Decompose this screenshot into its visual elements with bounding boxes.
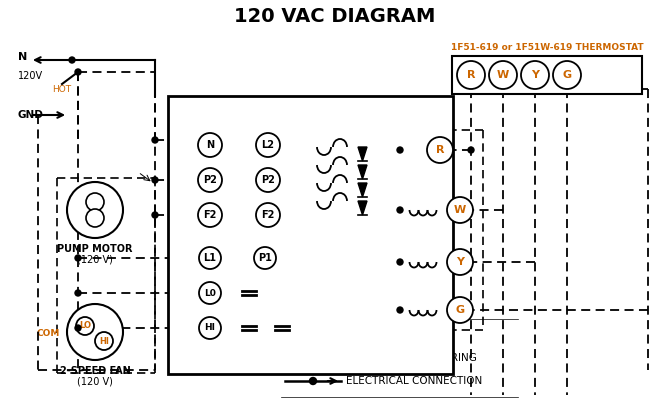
Text: N: N — [18, 52, 27, 62]
Circle shape — [427, 137, 453, 163]
Polygon shape — [358, 201, 367, 215]
Text: 240V: 240V — [282, 140, 304, 150]
Text: COM: COM — [37, 329, 60, 339]
Polygon shape — [358, 183, 367, 197]
Text: P2: P2 — [261, 175, 275, 185]
Text: 120V: 120V — [224, 176, 245, 184]
Circle shape — [69, 57, 75, 63]
Text: GND: GND — [18, 110, 44, 120]
Text: F2: F2 — [261, 210, 275, 220]
Text: L2: L2 — [261, 140, 275, 150]
Text: LO SPEED
FAN: LO SPEED FAN — [233, 299, 270, 318]
Text: G: G — [562, 70, 572, 80]
Circle shape — [397, 307, 403, 313]
Circle shape — [199, 317, 221, 339]
Circle shape — [553, 61, 581, 89]
Text: (120 V): (120 V) — [77, 255, 113, 265]
Circle shape — [397, 147, 403, 153]
Circle shape — [95, 332, 113, 350]
Circle shape — [397, 207, 403, 213]
Text: G: G — [456, 305, 464, 315]
Circle shape — [256, 168, 280, 192]
Text: 240V: 240V — [282, 210, 304, 220]
Circle shape — [75, 290, 81, 296]
Circle shape — [468, 147, 474, 153]
Text: FAN TIMER
RELAY: FAN TIMER RELAY — [411, 317, 452, 336]
Bar — [452, 56, 642, 94]
Circle shape — [310, 378, 316, 385]
Text: L1: L1 — [204, 253, 216, 263]
Circle shape — [152, 137, 158, 143]
Circle shape — [67, 304, 123, 360]
Circle shape — [199, 247, 221, 269]
Circle shape — [256, 203, 280, 227]
Text: P2: P2 — [203, 175, 217, 185]
Circle shape — [521, 61, 549, 89]
Circle shape — [152, 177, 158, 183]
Circle shape — [489, 61, 517, 89]
Circle shape — [254, 247, 276, 269]
Circle shape — [86, 209, 104, 227]
Text: 8A18Z-2: 8A18Z-2 — [285, 96, 335, 109]
Text: FAN SPEED
RELAY: FAN SPEED RELAY — [411, 269, 453, 288]
Text: HOT: HOT — [52, 85, 71, 94]
Text: 120 VAC DIAGRAM: 120 VAC DIAGRAM — [234, 7, 436, 26]
Text: Y: Y — [456, 257, 464, 267]
Text: PUMP
RELAY: PUMP RELAY — [274, 260, 297, 279]
Bar — [168, 96, 453, 374]
Text: R: R — [467, 70, 475, 80]
Text: HI: HI — [204, 323, 216, 333]
Text: N: N — [206, 140, 214, 150]
Text: 120V: 120V — [224, 210, 245, 220]
Circle shape — [198, 203, 222, 227]
Circle shape — [75, 255, 81, 261]
Text: 240V: 240V — [282, 176, 304, 184]
Text: W: W — [497, 70, 509, 80]
Circle shape — [199, 282, 221, 304]
Text: P1: P1 — [258, 253, 272, 263]
Text: F2: F2 — [203, 210, 216, 220]
Text: FAN
TIMER
RELAY: FAN TIMER RELAY — [275, 318, 299, 348]
Text: 120V: 120V — [224, 140, 245, 150]
Circle shape — [198, 168, 222, 192]
Polygon shape — [358, 147, 367, 161]
Circle shape — [447, 197, 473, 223]
Circle shape — [447, 297, 473, 323]
Text: PUMP MOTOR: PUMP MOTOR — [57, 244, 133, 254]
Text: ELECTRICAL CONNECTION: ELECTRICAL CONNECTION — [346, 376, 482, 386]
Circle shape — [256, 133, 280, 157]
Text: L0: L0 — [204, 289, 216, 297]
Circle shape — [76, 317, 94, 335]
Polygon shape — [358, 165, 367, 179]
Text: (120 V): (120 V) — [77, 377, 113, 387]
Circle shape — [86, 193, 104, 211]
Circle shape — [447, 249, 473, 275]
Text: 2-SPEED FAN: 2-SPEED FAN — [60, 366, 131, 376]
Circle shape — [67, 182, 123, 238]
Circle shape — [457, 61, 485, 89]
Text: PUMP
RELAY: PUMP RELAY — [411, 217, 435, 236]
Circle shape — [75, 325, 81, 331]
Circle shape — [152, 212, 158, 218]
Text: Y: Y — [531, 70, 539, 80]
Circle shape — [198, 133, 222, 157]
Text: R: R — [436, 145, 444, 155]
Text: INTERNAL WIRING: INTERNAL WIRING — [346, 330, 440, 340]
Text: 1F51-619 or 1F51W-619 THERMOSTAT: 1F51-619 or 1F51W-619 THERMOSTAT — [451, 43, 643, 52]
Text: HI SPEED
FAN: HI SPEED FAN — [233, 335, 268, 354]
Text: W: W — [454, 205, 466, 215]
Circle shape — [397, 259, 403, 265]
Circle shape — [75, 69, 81, 75]
Text: 120V: 120V — [18, 71, 43, 81]
Text: HI: HI — [99, 336, 109, 346]
Text: LO: LO — [79, 321, 91, 331]
Text: FIELD INSTALLED WIRING: FIELD INSTALLED WIRING — [346, 353, 477, 363]
